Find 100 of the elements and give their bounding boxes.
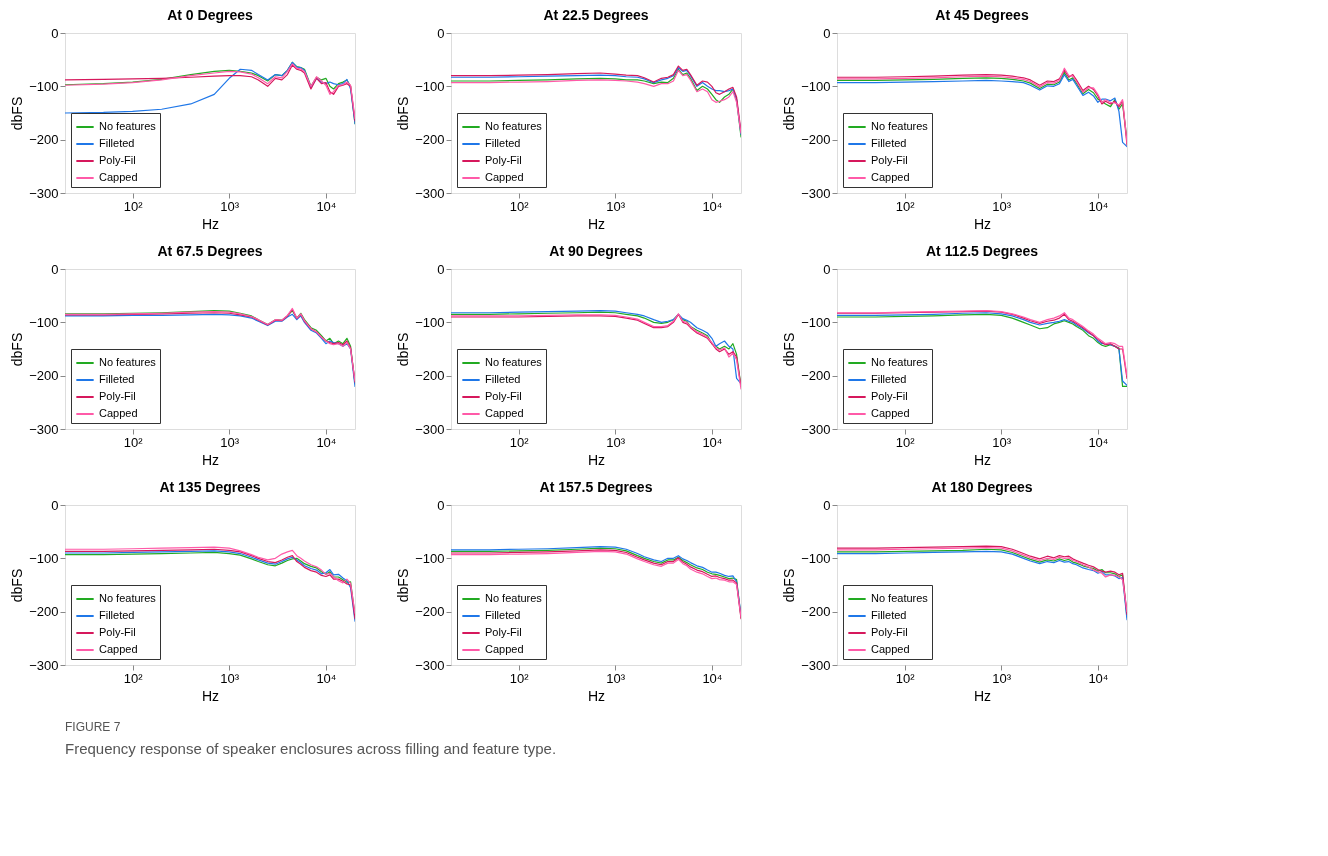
legend-label: No features bbox=[871, 592, 929, 604]
y-tick-label: 0 bbox=[823, 261, 831, 277]
y-tick-label: −200 bbox=[801, 604, 831, 620]
x-tick-label: 10³ bbox=[220, 434, 240, 450]
chart-title: At 157.5 Degrees bbox=[539, 479, 653, 495]
legend-label: Filleted bbox=[871, 137, 907, 149]
legend-label: Poly-Fil bbox=[485, 154, 522, 166]
y-tick-label: −100 bbox=[415, 550, 445, 566]
chart-title: At 67.5 Degrees bbox=[157, 243, 263, 259]
y-tick-label: −200 bbox=[801, 132, 831, 148]
legend-label: Capped bbox=[485, 643, 524, 655]
y-axis-title: dbFS bbox=[781, 96, 798, 131]
x-tick-label: 10³ bbox=[992, 198, 1012, 214]
x-tick-label: 10⁴ bbox=[316, 434, 337, 450]
legend-label: Poly-Fil bbox=[871, 154, 908, 166]
y-tick-label: −100 bbox=[29, 550, 59, 566]
x-tick-label: 10² bbox=[895, 670, 916, 686]
y-axis-title: dbFS bbox=[9, 568, 26, 603]
x-tick-label: 10² bbox=[509, 434, 530, 450]
y-tick-label: 0 bbox=[51, 497, 59, 513]
y-tick-label: −300 bbox=[415, 185, 445, 201]
legend-label: No features bbox=[99, 120, 157, 132]
y-tick-label: 0 bbox=[51, 261, 59, 277]
x-tick-label: 10² bbox=[509, 198, 530, 214]
legend-label: Capped bbox=[99, 171, 138, 183]
x-tick-label: 10² bbox=[895, 198, 916, 214]
y-tick-label: −300 bbox=[801, 185, 831, 201]
y-tick-label: 0 bbox=[51, 25, 59, 41]
x-axis-title: Hz bbox=[973, 451, 992, 468]
x-tick-label: 10⁴ bbox=[1088, 434, 1109, 450]
caption: FIGURE 7 bbox=[65, 720, 121, 734]
y-tick-label: 0 bbox=[437, 261, 445, 277]
chart-title: At 0 Degrees bbox=[167, 7, 254, 23]
legend-label: Capped bbox=[871, 643, 910, 655]
x-axis-title: Hz bbox=[587, 451, 606, 468]
x-tick-label: 10³ bbox=[606, 670, 626, 686]
legend-label: Poly-Fil bbox=[485, 626, 522, 638]
x-tick-label: 10⁴ bbox=[702, 198, 723, 214]
y-tick-label: −200 bbox=[415, 368, 445, 384]
legend-label: Capped bbox=[871, 171, 910, 183]
x-tick-label: 10⁴ bbox=[702, 670, 723, 686]
x-tick-label: 10² bbox=[123, 434, 144, 450]
y-axis-title: dbFS bbox=[781, 332, 798, 367]
y-tick-label: −100 bbox=[801, 550, 831, 566]
chart-title: At 45 Degrees bbox=[935, 7, 1029, 23]
x-tick-label: 10⁴ bbox=[316, 670, 337, 686]
legend-label: Poly-Fil bbox=[99, 390, 136, 402]
y-tick-label: −100 bbox=[29, 78, 59, 94]
legend-label: Filleted bbox=[485, 137, 521, 149]
legend-label: Poly-Fil bbox=[871, 390, 908, 402]
x-tick-label: 10³ bbox=[992, 670, 1012, 686]
y-tick-label: −300 bbox=[415, 421, 445, 437]
text: Frequency response of speaker enclosures across filling and feature type. bbox=[65, 740, 557, 757]
y-tick-label: −100 bbox=[415, 314, 445, 330]
legend-label: Filleted bbox=[99, 373, 135, 385]
x-tick-label: 10³ bbox=[992, 434, 1012, 450]
x-axis-title: Hz bbox=[201, 215, 220, 232]
x-axis-title: Hz bbox=[973, 687, 992, 704]
y-tick-label: −300 bbox=[29, 421, 59, 437]
y-tick-label: −100 bbox=[801, 314, 831, 330]
legend-label: Filleted bbox=[485, 609, 521, 621]
x-tick-label: 10³ bbox=[220, 198, 240, 214]
y-tick-label: −200 bbox=[29, 604, 59, 620]
legend-label: Poly-Fil bbox=[871, 626, 908, 638]
y-tick-label: 0 bbox=[437, 497, 445, 513]
y-tick-label: −300 bbox=[801, 657, 831, 673]
legend-label: Filleted bbox=[485, 373, 521, 385]
legend-label: No features bbox=[99, 592, 157, 604]
y-tick-label: −300 bbox=[29, 657, 59, 673]
x-tick-label: 10² bbox=[509, 670, 530, 686]
legend-label: Filleted bbox=[871, 373, 907, 385]
y-tick-label: −300 bbox=[801, 421, 831, 437]
chart-title: At 90 Degrees bbox=[549, 243, 643, 259]
y-axis-title: dbFS bbox=[781, 568, 798, 603]
x-tick-label: 10³ bbox=[220, 670, 240, 686]
x-tick-label: 10⁴ bbox=[1088, 198, 1109, 214]
x-axis-title: Hz bbox=[587, 215, 606, 232]
legend-label: No features bbox=[871, 120, 929, 132]
y-axis-title: dbFS bbox=[9, 332, 26, 367]
x-axis-title: Hz bbox=[587, 687, 606, 704]
legend-label: No features bbox=[871, 356, 929, 368]
y-axis-title: dbFS bbox=[395, 96, 412, 131]
legend-label: Poly-Fil bbox=[485, 390, 522, 402]
chart-title: At 180 Degrees bbox=[931, 479, 1033, 495]
legend-label: Capped bbox=[99, 643, 138, 655]
legend-label: Poly-Fil bbox=[99, 154, 136, 166]
chart-title: At 135 Degrees bbox=[159, 479, 261, 495]
legend-label: Capped bbox=[99, 407, 138, 419]
legend-label: No features bbox=[485, 356, 543, 368]
x-tick-label: 10² bbox=[123, 670, 144, 686]
y-tick-label: 0 bbox=[823, 25, 831, 41]
legend-label: No features bbox=[485, 120, 543, 132]
legend-label: No features bbox=[485, 592, 543, 604]
y-tick-label: −300 bbox=[29, 185, 59, 201]
legend-label: Capped bbox=[485, 171, 524, 183]
legend-label: Capped bbox=[871, 407, 910, 419]
x-tick-label: 10⁴ bbox=[1088, 670, 1109, 686]
legend-label: Capped bbox=[485, 407, 524, 419]
legend-label: Filleted bbox=[99, 609, 135, 621]
x-axis-title: Hz bbox=[201, 687, 220, 704]
